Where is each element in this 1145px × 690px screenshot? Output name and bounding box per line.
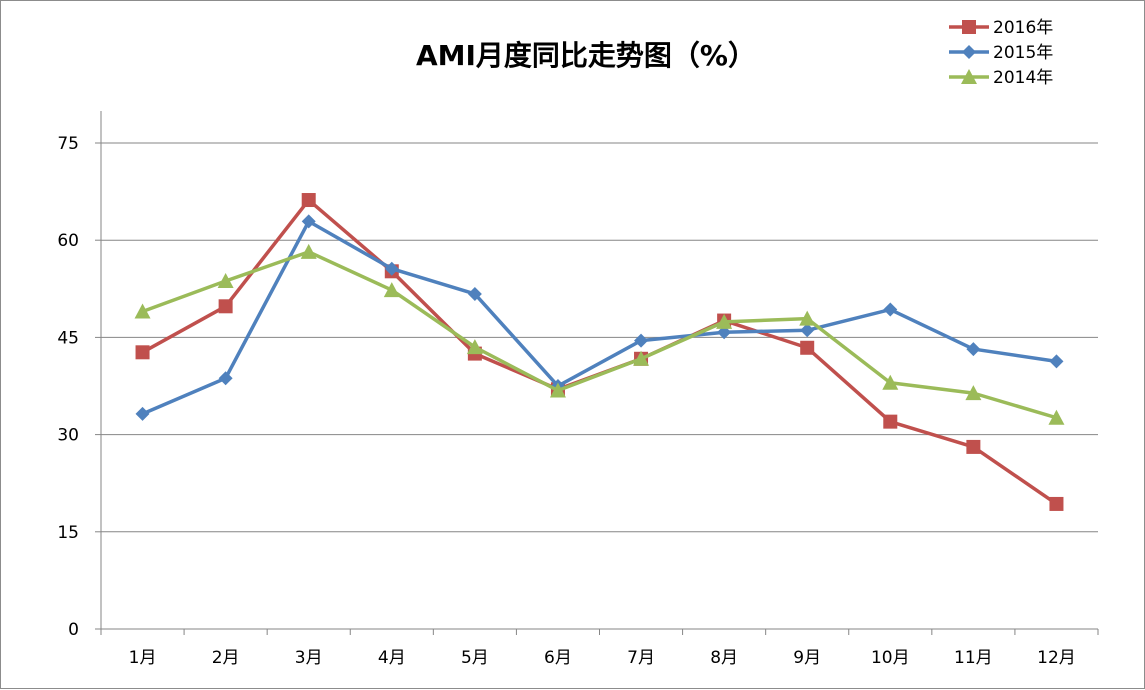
x-tick-label: 1月	[129, 648, 157, 668]
data-point	[218, 371, 233, 386]
data-point	[965, 385, 982, 401]
legend-item: 2015年	[949, 43, 1053, 63]
data-point	[800, 340, 815, 355]
data-point	[301, 193, 316, 208]
data-point	[383, 282, 400, 298]
x-tick-label: 6月	[544, 648, 572, 668]
axes: 0 15 30 45 60 75 1月 2月 3月 4月 5月 6月 7月 8月 9月 10月 11月 12月	[57, 111, 1099, 668]
data-point	[1049, 354, 1064, 369]
legend-marker	[962, 20, 976, 34]
data-point	[466, 339, 483, 355]
legend-label: 2015年	[993, 43, 1053, 63]
x-tick-label: 9月	[793, 648, 821, 668]
y-tick-label: 15	[57, 523, 79, 543]
y-tick-label: 60	[57, 231, 79, 251]
series-line	[140, 250, 1059, 420]
series-line	[140, 198, 1059, 506]
x-tick-label: 11月	[954, 648, 993, 668]
legend-label: 2014年	[993, 68, 1053, 88]
x-tick-label: 3月	[295, 648, 323, 668]
y-tick-label: 45	[57, 328, 79, 348]
data-point	[883, 414, 898, 429]
legend-item: 2014年	[949, 68, 1053, 88]
y-tick-label: 75	[57, 134, 79, 154]
x-tick-label: 2月	[212, 648, 240, 668]
series-layer	[134, 193, 1065, 511]
data-point	[716, 313, 733, 329]
data-point	[301, 214, 316, 229]
legend-label: 2016年	[993, 18, 1053, 38]
data-point	[135, 406, 150, 421]
data-point	[134, 303, 151, 319]
data-point	[883, 302, 898, 317]
data-point	[799, 310, 816, 326]
x-tick-label: 8月	[710, 648, 738, 668]
data-point	[966, 342, 981, 357]
data-point	[800, 323, 815, 338]
data-point	[1048, 409, 1065, 425]
x-tick-label: 7月	[627, 648, 655, 668]
data-point	[135, 345, 150, 360]
x-tick-label: 12月	[1037, 648, 1076, 668]
y-tick-label: 30	[57, 426, 79, 446]
x-tick-label: 4月	[378, 648, 406, 668]
series-2014	[134, 243, 1065, 425]
x-tick-label: 10月	[871, 648, 910, 668]
series-line	[140, 219, 1059, 416]
legend-marker	[962, 45, 976, 59]
legend: 2016年 2015年 2014年	[949, 18, 1053, 88]
data-point	[966, 439, 981, 454]
data-point	[549, 382, 566, 398]
data-point	[467, 286, 482, 301]
chart-title: AMI月度同比走势图（%）	[416, 39, 756, 72]
data-point	[634, 333, 649, 348]
data-point	[217, 273, 234, 289]
data-point	[218, 299, 233, 314]
data-point	[633, 350, 650, 366]
data-point	[882, 374, 899, 390]
legend-item: 2016年	[949, 18, 1053, 38]
series-2016	[135, 193, 1064, 511]
x-tick-label: 5月	[461, 648, 489, 668]
data-point	[300, 243, 317, 259]
legend-marker	[961, 69, 977, 84]
data-point	[384, 261, 399, 276]
data-point	[1049, 496, 1064, 511]
y-tick-label: 0	[68, 620, 79, 640]
